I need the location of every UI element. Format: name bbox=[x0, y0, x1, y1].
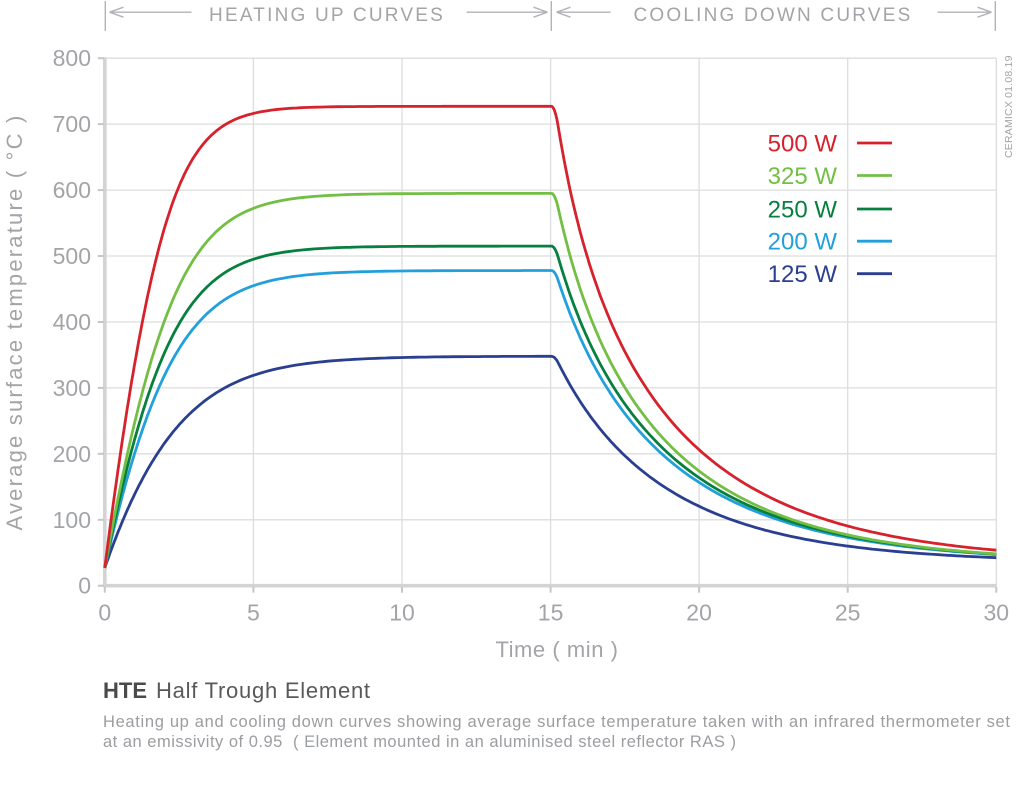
svg-text:Time ( min ): Time ( min ) bbox=[495, 637, 618, 662]
svg-text:250 W: 250 W bbox=[768, 197, 838, 224]
svg-text:200 W: 200 W bbox=[768, 229, 838, 256]
svg-text:HEATING UP CURVES: HEATING UP CURVES bbox=[209, 5, 445, 26]
svg-text:125 W: 125 W bbox=[768, 261, 838, 288]
svg-text:300: 300 bbox=[53, 375, 91, 401]
svg-text:325 W: 325 W bbox=[768, 163, 838, 190]
svg-text:Average surface temperature (: Average surface temperature ( °C ) bbox=[2, 113, 27, 530]
svg-text:10: 10 bbox=[389, 600, 415, 626]
svg-text:0: 0 bbox=[98, 600, 111, 626]
svg-text:800: 800 bbox=[53, 45, 91, 71]
svg-text:100: 100 bbox=[53, 507, 91, 533]
svg-text:5: 5 bbox=[247, 600, 260, 626]
svg-text:CERAMICX 01.08.19: CERAMICX 01.08.19 bbox=[1003, 55, 1015, 158]
svg-text:20: 20 bbox=[686, 600, 712, 626]
svg-text:25: 25 bbox=[835, 600, 861, 626]
svg-text:15: 15 bbox=[538, 600, 564, 626]
svg-text:700: 700 bbox=[53, 111, 91, 137]
svg-text:500 W: 500 W bbox=[768, 131, 838, 158]
svg-text:at an emissivity of 0.95 ( El: at an emissivity of 0.95 ( Element mount… bbox=[103, 733, 736, 751]
svg-text:30: 30 bbox=[984, 600, 1010, 626]
svg-text:Heating up and cooling down cu: Heating up and cooling down curves showi… bbox=[103, 713, 1011, 731]
svg-text:500: 500 bbox=[53, 243, 91, 269]
svg-text:0: 0 bbox=[78, 573, 91, 599]
svg-text:600: 600 bbox=[53, 177, 91, 203]
svg-text:COOLING DOWN CURVES: COOLING DOWN CURVES bbox=[634, 5, 913, 26]
svg-text:400: 400 bbox=[53, 309, 91, 335]
svg-text:200: 200 bbox=[53, 441, 91, 467]
